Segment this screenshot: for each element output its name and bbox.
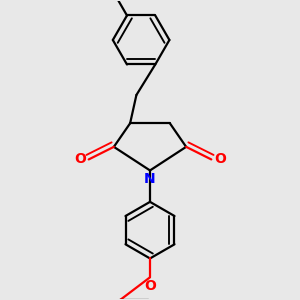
Text: O: O — [214, 152, 226, 167]
Text: O: O — [74, 152, 86, 167]
Text: O: O — [144, 279, 156, 293]
Text: N: N — [144, 172, 156, 186]
